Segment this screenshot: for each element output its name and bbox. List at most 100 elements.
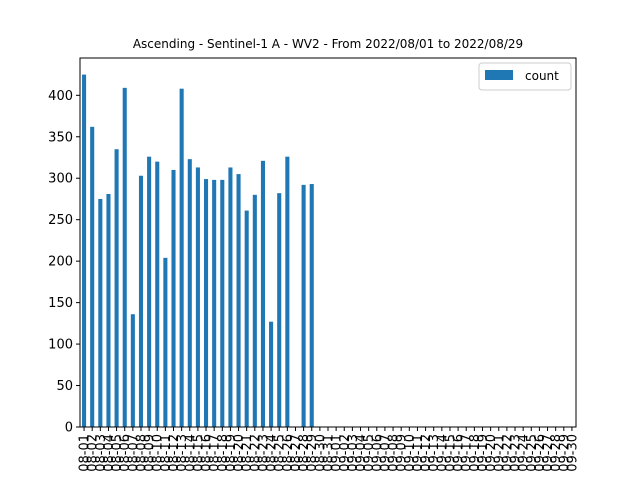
x-tick-label: 08-28 (297, 434, 312, 472)
x-axis: 08-0108-0208-0308-0408-0508-0608-0708-08… (78, 427, 580, 472)
x-tick-label: 09-30 (565, 434, 580, 472)
bar-08-07 (130, 314, 135, 427)
x-tick-label: 08-17 (208, 434, 223, 472)
x-tick-label: 09-01 (330, 434, 345, 472)
y-tick-label: 150 (48, 296, 73, 311)
x-tick-label: 08-19 (224, 434, 239, 472)
x-tick-label: 09-12 (419, 434, 434, 472)
bar-08-20 (236, 174, 241, 427)
x-tick-label: 09-10 (403, 434, 418, 472)
bar-08-17 (212, 179, 217, 427)
bar-08-26 (285, 156, 290, 427)
legend-label: count (525, 69, 559, 83)
x-tick-label: 08-20 (232, 434, 247, 472)
x-tick-label: 08-01 (78, 434, 93, 472)
bar-08-03 (98, 198, 103, 427)
x-tick-label: 09-09 (395, 434, 410, 472)
y-tick-label: 300 (48, 172, 73, 187)
x-tick-label: 09-23 (509, 434, 524, 472)
x-tick-label: 08-26 (281, 434, 296, 472)
legend-box (478, 62, 572, 91)
x-tick-label: 09-04 (354, 434, 369, 472)
x-tick-label: 09-22 (500, 434, 515, 472)
x-tick-label: 09-27 (541, 434, 556, 472)
bar-08-28 (301, 184, 306, 427)
x-tick-label: 09-15 (443, 434, 458, 472)
x-tick-label: 08-11 (159, 434, 174, 472)
bar-08-29 (309, 184, 314, 427)
x-tick-label: 09-21 (492, 434, 507, 472)
bar-08-19 (228, 167, 233, 427)
legend-swatch (485, 70, 513, 80)
bar-08-05 (114, 149, 119, 427)
legend: count (478, 62, 572, 91)
x-tick-label: 09-29 (557, 434, 572, 472)
x-tick-label: 09-19 (476, 434, 491, 472)
bar-08-02 (90, 126, 95, 427)
y-tick-label: 250 (48, 213, 73, 228)
x-tick-label: 09-18 (468, 434, 483, 472)
bar-08-18 (220, 179, 225, 427)
bar-08-10 (155, 161, 160, 427)
bar-08-25 (277, 193, 282, 427)
y-axis: 0 50 100 150 200 250 300 350 400 (48, 89, 80, 436)
x-tick-label: 09-14 (435, 434, 450, 472)
x-tick-label: 08-04 (102, 434, 117, 472)
bars-group (82, 74, 314, 428)
x-tick-label: 08-24 (265, 434, 280, 472)
x-tick-label: 09-16 (452, 434, 467, 472)
x-tick-label: 08-07 (126, 434, 141, 472)
bar-08-12 (171, 169, 176, 427)
bar-08-06 (122, 87, 127, 427)
bar-08-13 (179, 88, 184, 428)
bar-08-11 (163, 257, 168, 427)
bar-08-08 (138, 175, 144, 427)
x-tick-label: 08-16 (200, 434, 215, 472)
x-tick-label: 09-20 (484, 434, 499, 472)
bar-08-04 (106, 193, 111, 427)
x-tick-label: 08-13 (175, 434, 190, 472)
y-tick-label: 50 (56, 379, 73, 394)
x-tick-label: 08-09 (143, 434, 158, 472)
chart-title: Ascending - Sentinel-1 A - WV2 - From 20… (133, 37, 523, 51)
x-tick-label: 08-02 (86, 434, 101, 472)
x-tick-label: 08-14 (183, 434, 198, 472)
y-tick-label: 400 (48, 89, 73, 104)
x-tick-label: 09-06 (370, 434, 385, 472)
plot-frame (79, 57, 577, 428)
bar-08-15 (195, 167, 200, 427)
y-tick-label: 100 (48, 338, 73, 353)
x-tick-label: 08-15 (191, 434, 206, 472)
x-tick-label: 08-25 (273, 434, 288, 472)
x-tick-label: 09-13 (427, 434, 442, 472)
bar-08-14 (187, 159, 192, 427)
x-tick-label: 08-31 (322, 434, 337, 472)
x-tick-label: 09-25 (525, 434, 540, 472)
x-tick-label: 09-28 (549, 434, 564, 472)
bar-08-23 (260, 160, 265, 427)
bar-08-24 (269, 321, 274, 427)
x-tick-label: 08-23 (256, 434, 271, 472)
bar-08-21 (244, 210, 249, 427)
y-tick-label: 0 (65, 421, 73, 436)
bar-08-16 (204, 179, 209, 427)
x-tick-label: 08-08 (134, 434, 149, 472)
x-tick-label: 09-08 (387, 434, 402, 472)
x-tick-label: 08-12 (167, 434, 182, 472)
bar-08-09 (147, 156, 152, 427)
x-tick-label: 08-18 (216, 434, 231, 472)
bar-08-01 (82, 74, 87, 427)
x-tick-label: 09-17 (460, 434, 475, 472)
y-tick-label: 350 (48, 130, 73, 145)
x-tick-label: 09-24 (517, 434, 532, 472)
x-tick-label: 08-10 (151, 434, 166, 472)
x-tick-label: 08-21 (240, 434, 255, 472)
y-tick-label: 200 (48, 255, 73, 270)
x-tick-label: 09-02 (338, 434, 353, 472)
bar-08-22 (252, 194, 257, 427)
x-tick-label: 08-06 (118, 434, 133, 472)
x-tick-label: 08-29 (305, 434, 320, 472)
x-tick-label: 09-03 (346, 434, 361, 472)
x-tick-label: 09-07 (378, 434, 393, 472)
